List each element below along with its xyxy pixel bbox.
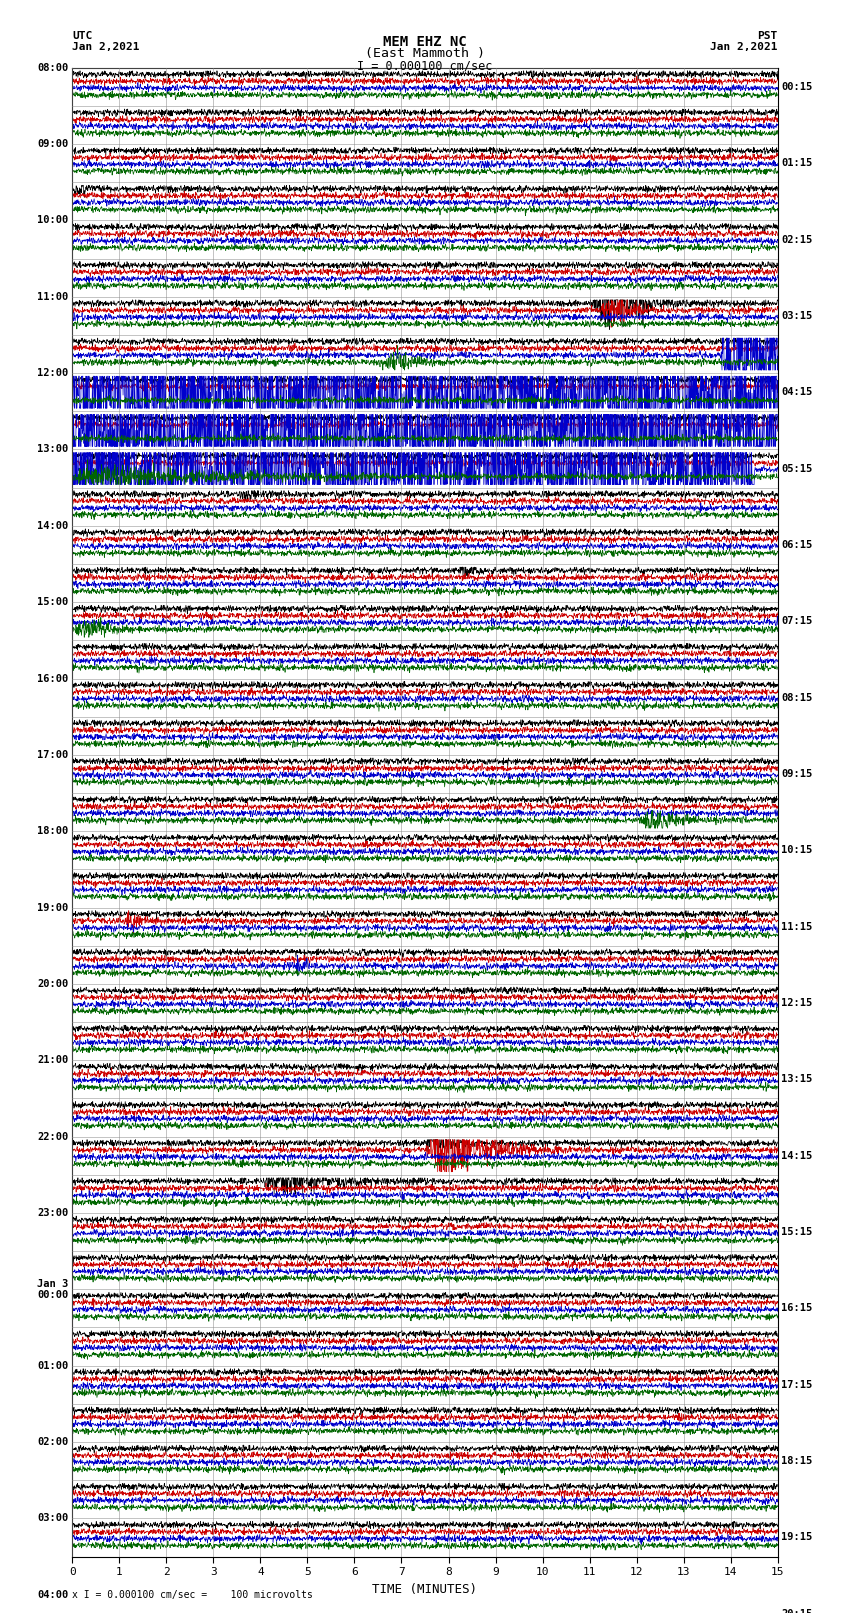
Text: 06:15: 06:15	[781, 540, 813, 550]
Text: 13:00: 13:00	[37, 445, 69, 455]
Text: 14:15: 14:15	[781, 1150, 813, 1161]
X-axis label: TIME (MINUTES): TIME (MINUTES)	[372, 1582, 478, 1595]
Text: 11:00: 11:00	[37, 292, 69, 302]
Text: 13:15: 13:15	[781, 1074, 813, 1084]
Text: 01:15: 01:15	[781, 158, 813, 168]
Text: 12:15: 12:15	[781, 998, 813, 1008]
Text: Jan 2,2021: Jan 2,2021	[711, 42, 778, 52]
Text: 16:00: 16:00	[37, 674, 69, 684]
Text: 16:15: 16:15	[781, 1303, 813, 1313]
Text: 21:00: 21:00	[37, 1055, 69, 1065]
Text: 03:15: 03:15	[781, 311, 813, 321]
Text: 08:00: 08:00	[37, 63, 69, 73]
Text: 15:00: 15:00	[37, 597, 69, 606]
Text: 17:00: 17:00	[37, 750, 69, 760]
Text: 23:00: 23:00	[37, 1208, 69, 1218]
Text: 02:00: 02:00	[37, 1437, 69, 1447]
Text: 17:15: 17:15	[781, 1379, 813, 1390]
Text: (East Mammoth ): (East Mammoth )	[365, 47, 485, 60]
Text: x I = 0.000100 cm/sec =    100 microvolts: x I = 0.000100 cm/sec = 100 microvolts	[72, 1590, 313, 1600]
Text: 02:15: 02:15	[781, 234, 813, 245]
Text: 12:00: 12:00	[37, 368, 69, 377]
Text: UTC: UTC	[72, 31, 93, 40]
Text: 20:00: 20:00	[37, 979, 69, 989]
Text: 11:15: 11:15	[781, 921, 813, 932]
Text: I = 0.000100 cm/sec: I = 0.000100 cm/sec	[357, 60, 493, 73]
Text: MEM EHZ NC: MEM EHZ NC	[383, 35, 467, 50]
Text: 09:15: 09:15	[781, 769, 813, 779]
Text: 10:00: 10:00	[37, 216, 69, 226]
Text: 14:00: 14:00	[37, 521, 69, 531]
Text: 04:00: 04:00	[37, 1590, 69, 1600]
Text: 01:00: 01:00	[37, 1361, 69, 1371]
Text: 09:00: 09:00	[37, 139, 69, 148]
Text: 18:00: 18:00	[37, 826, 69, 836]
Text: 19:15: 19:15	[781, 1532, 813, 1542]
Text: 03:00: 03:00	[37, 1513, 69, 1523]
Text: 19:00: 19:00	[37, 903, 69, 913]
Text: 08:15: 08:15	[781, 692, 813, 703]
Text: 04:15: 04:15	[781, 387, 813, 397]
Text: PST: PST	[757, 31, 778, 40]
Text: 18:15: 18:15	[781, 1457, 813, 1466]
Text: 07:15: 07:15	[781, 616, 813, 626]
Text: Jan 3
00:00: Jan 3 00:00	[37, 1279, 69, 1300]
Text: 00:15: 00:15	[781, 82, 813, 92]
Text: 15:15: 15:15	[781, 1227, 813, 1237]
Text: 20:15: 20:15	[781, 1608, 813, 1613]
Text: 10:15: 10:15	[781, 845, 813, 855]
Text: 05:15: 05:15	[781, 463, 813, 474]
Text: 22:00: 22:00	[37, 1132, 69, 1142]
Text: Jan 2,2021: Jan 2,2021	[72, 42, 139, 52]
